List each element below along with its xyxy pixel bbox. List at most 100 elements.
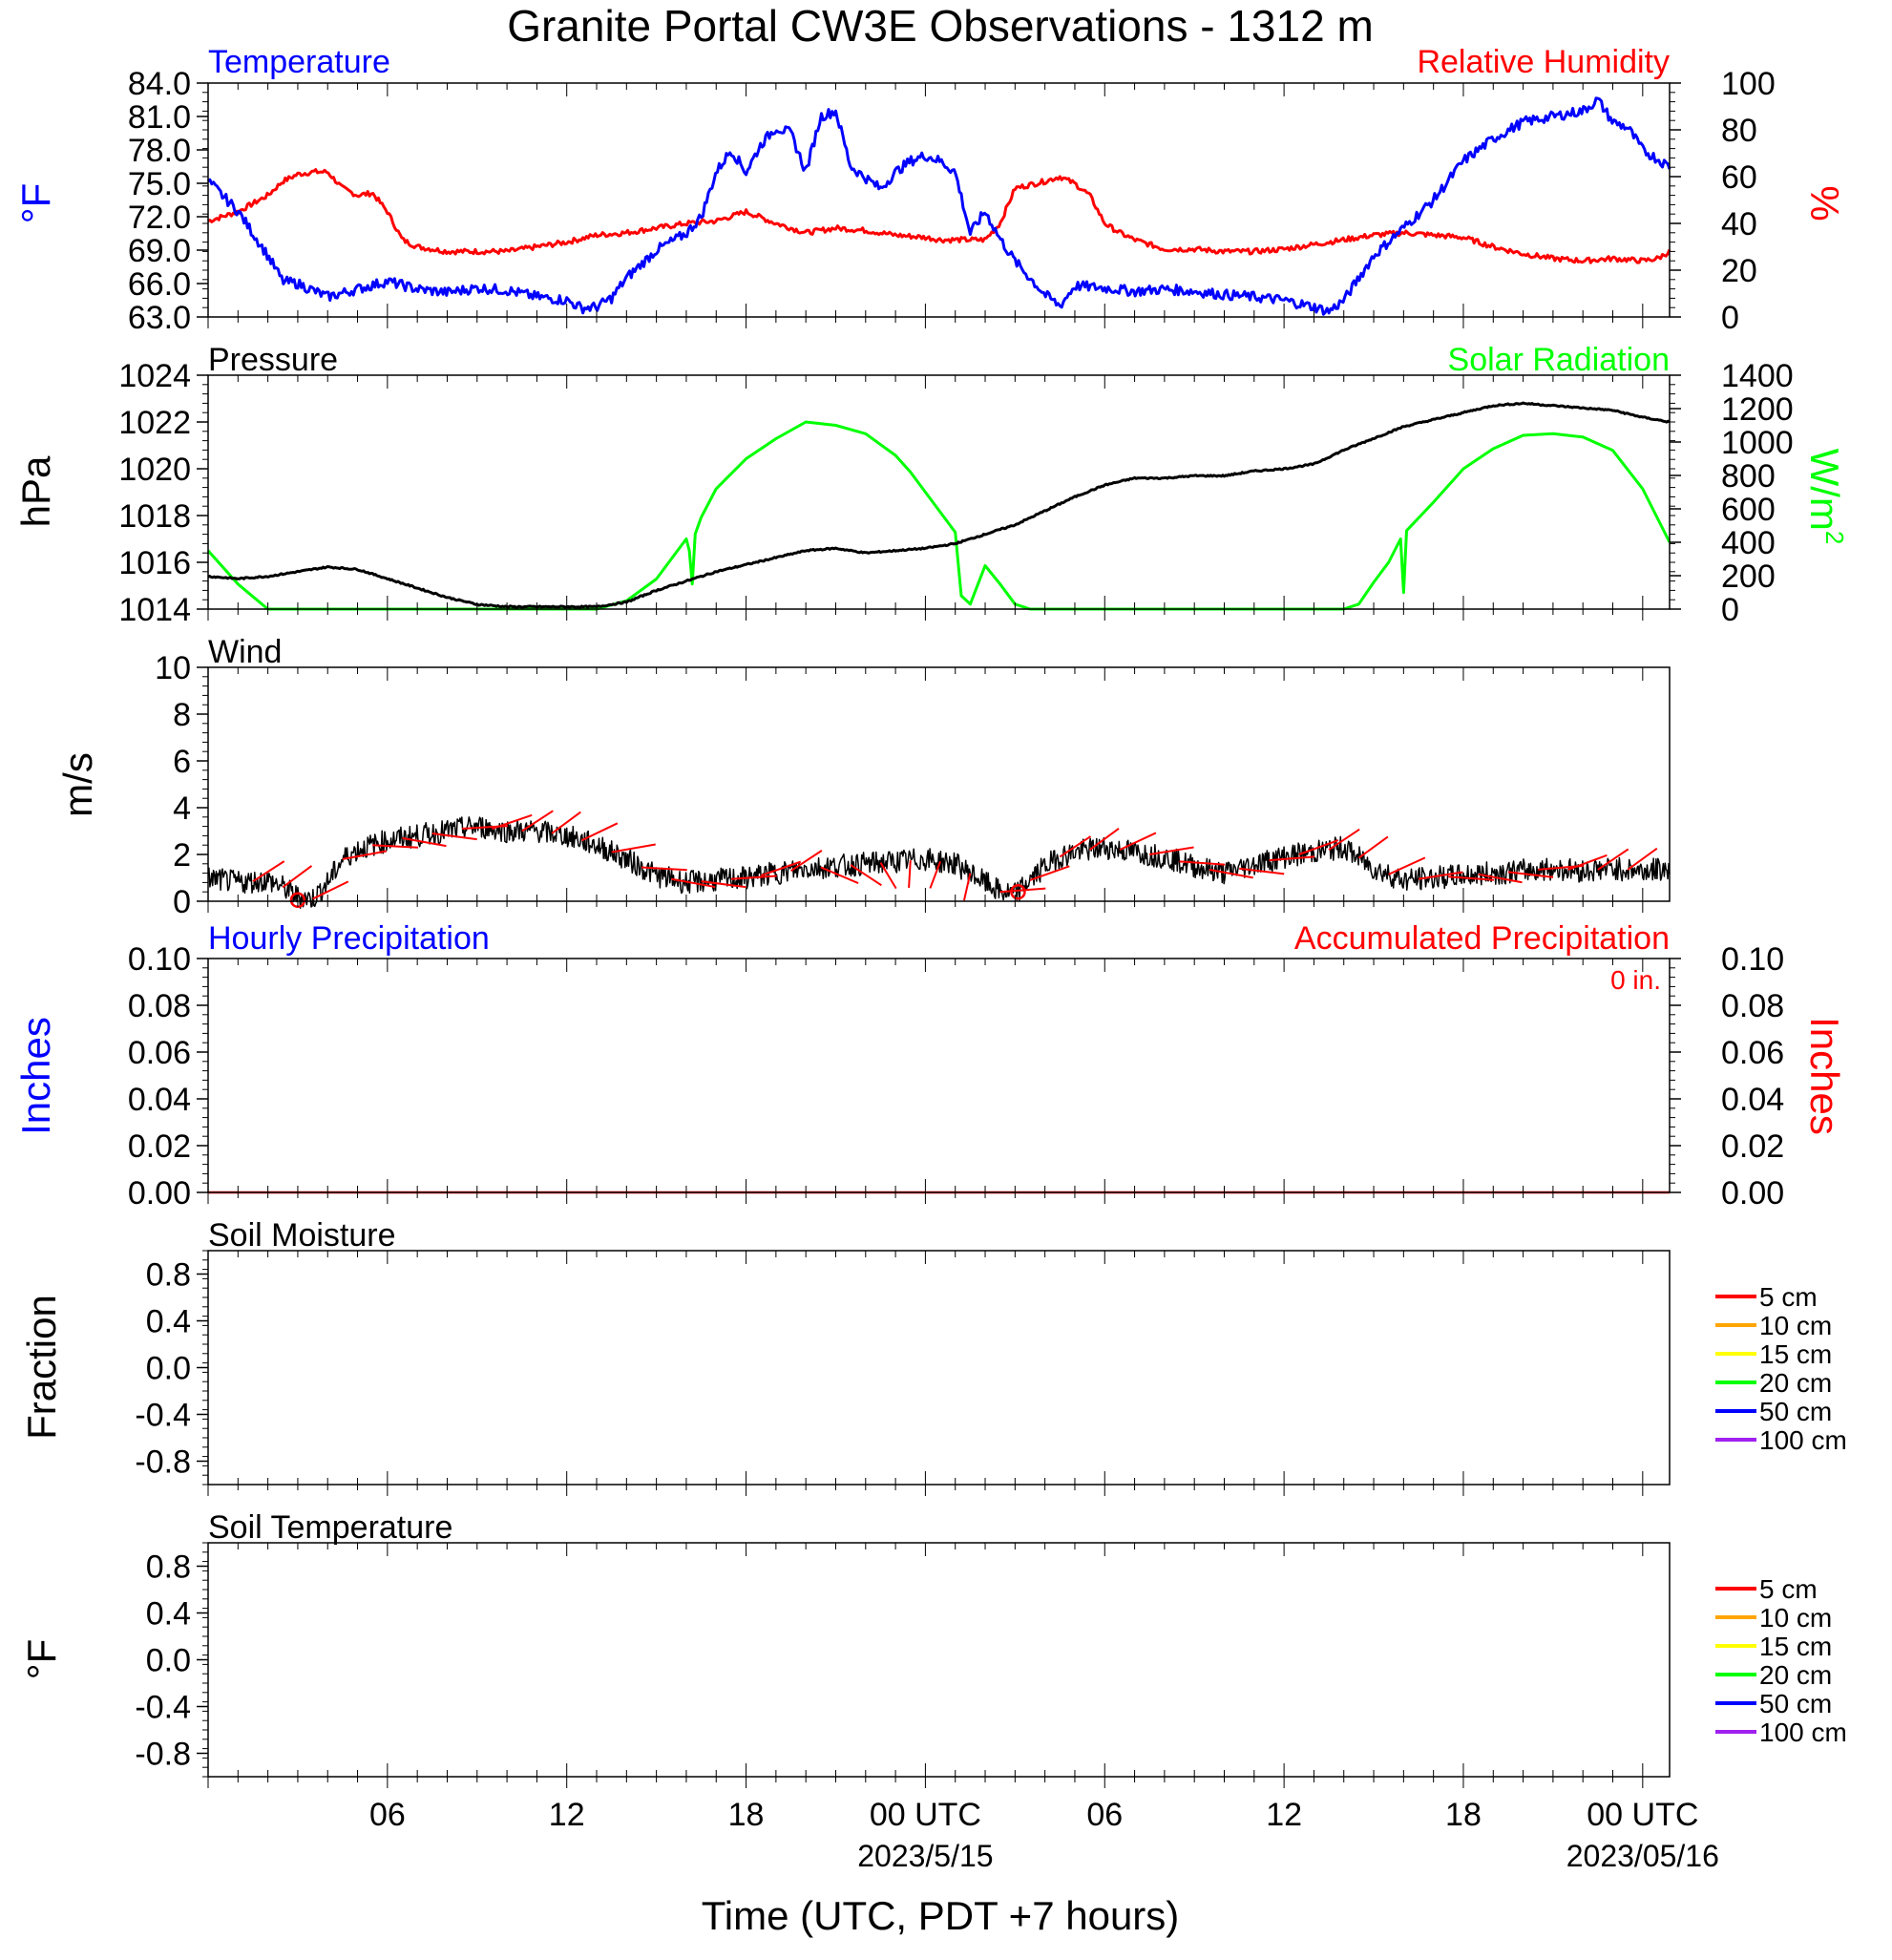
figure-title: Granite Portal CW3E Observations - 1312 … [507, 1, 1374, 51]
x-tick-label: 06 [1086, 1797, 1123, 1833]
x-axis-label: Time (UTC, PDT +7 hours) [702, 1893, 1180, 1938]
accum-precip-tick-label: 0.06 [1721, 1035, 1784, 1071]
wind-barb [1209, 868, 1253, 879]
soil-moisture-tick-label: 0.8 [146, 1257, 191, 1294]
solar-line [206, 420, 1671, 611]
wind-barb [1328, 828, 1360, 851]
soil-temp-tick-label: -0.8 [135, 1737, 191, 1773]
soil-temp-tick-label: 0.0 [146, 1643, 191, 1679]
wind-barb [1029, 865, 1070, 881]
wind-speed-line [207, 816, 1671, 909]
humidity-title: Relative Humidity [1417, 44, 1670, 80]
pressure-tick-label: 1022 [118, 405, 191, 441]
solar-title: Solar Radiation [1448, 342, 1670, 378]
wind-barb [730, 875, 777, 880]
soil-moisture-legend-label: 100 cm [1759, 1425, 1847, 1455]
pressure-panel: Pressure Solar Radiation hPa W/m2 1024 10… [13, 342, 1849, 628]
soil-moisture-tick-label: -0.8 [135, 1444, 191, 1481]
wind-barb [1478, 873, 1523, 884]
hourly-precip-title: Hourly Precipitation [208, 920, 490, 957]
wind-barb [1507, 871, 1554, 878]
x-tick-label: 12 [1266, 1797, 1302, 1833]
soil-moisture-tick-label: -0.4 [135, 1398, 191, 1434]
wind-barb [999, 887, 1046, 894]
solar-tick-label: 1000 [1721, 425, 1794, 461]
soil-moisture-legend-label: 15 cm [1759, 1339, 1832, 1369]
solar-tick-label: 1400 [1721, 358, 1794, 394]
accum-precip-title: Accumulated Precipitation [1294, 920, 1670, 957]
wind-tick-label: 10 [155, 650, 191, 686]
hourly-precip-tick-label: 0.00 [128, 1175, 191, 1212]
temperature-tick-label: 75.0 [128, 166, 191, 202]
wind-barb [342, 850, 387, 860]
temperature-tick-label: 84.0 [128, 66, 191, 102]
soil-moisture-panel: Soil Moisture Fraction 0.8 0.4 0.0 -0.4 -0.8… [19, 1217, 1847, 1486]
precip-frame [207, 958, 1671, 1193]
wind-barb [1119, 832, 1157, 852]
wind-tick-label: 6 [173, 744, 191, 780]
wind-barb [1059, 835, 1092, 858]
temperature-panel: Temperature Relative Humidity °F % 84.08… [13, 44, 1847, 336]
wind-tick-label: 2 [173, 837, 191, 874]
temperature-frame [207, 82, 1671, 318]
x-date-label: 2023/5/15 [857, 1839, 993, 1873]
temperature-title: Temperature [208, 44, 390, 80]
wind-barb [521, 810, 554, 832]
soil-temp-legend-label: 20 cm [1759, 1660, 1832, 1690]
accum-precip-tick-label: 0.02 [1721, 1128, 1784, 1165]
x-tick-label: 00 UTC [870, 1797, 981, 1833]
pressure-frame [207, 374, 1671, 610]
wind-barb [641, 866, 687, 872]
hourly-precip-unit: Inches [13, 1017, 58, 1135]
precip-panel: Hourly Precipitation Accumulated Precipi… [13, 920, 1847, 1212]
soil-temp-unit: °F [19, 1639, 64, 1679]
solar-unit: W/m2 [1802, 449, 1849, 545]
wind-barb [551, 811, 581, 834]
wind-barb [252, 860, 285, 883]
soil-temp-tick-label: 0.8 [146, 1549, 191, 1586]
wind-barb [282, 865, 313, 889]
hourly-precip-tick-label: 0.10 [128, 941, 191, 978]
wind-barb [492, 813, 533, 830]
wind-barb [431, 832, 477, 841]
time-axis: 06 12 18 00 UTC 06 12 18 00 UTC 2023/5/15 2023/05… [207, 83, 1719, 1873]
wind-barb [1269, 855, 1315, 862]
humidity-unit: % [1802, 185, 1847, 221]
temperature-tick-label: 78.0 [128, 133, 191, 169]
wind-barb [962, 873, 972, 901]
wind-title: Wind [208, 634, 282, 670]
soil-temp-frame [207, 1542, 1671, 1778]
temperature-tick-label: 72.0 [128, 200, 191, 236]
wind-barb [611, 843, 656, 854]
wind-barb [402, 836, 447, 848]
soil-moisture-frame [207, 1250, 1671, 1486]
wind-barb [1448, 875, 1495, 881]
pressure-tick-label: 1024 [118, 358, 191, 394]
wind-panel: Wind m/s 10 8 6 4 2 0 [55, 634, 1671, 920]
x-tick-label: 18 [728, 1797, 765, 1833]
humidity-line [207, 168, 1671, 264]
soil-moisture-tick-label: 0.4 [146, 1304, 191, 1340]
humidity-tick-label: 60 [1721, 159, 1757, 196]
wind-barb [580, 822, 619, 842]
pressure-tick-label: 1018 [118, 498, 191, 535]
soil-moisture-legend-label: 50 cm [1759, 1397, 1832, 1426]
soil-temp-legend-label: 15 cm [1759, 1632, 1832, 1661]
accum-precip-unit: Inches [1802, 1017, 1847, 1135]
pressure-tick-label: 1014 [118, 592, 191, 628]
wind-barb [1149, 846, 1194, 855]
wind-barb [820, 866, 859, 884]
x-tick-label: 00 UTC [1587, 1797, 1698, 1833]
wind-barb [1179, 860, 1226, 866]
solar-tick-label: 400 [1721, 525, 1776, 561]
humidity-tick-label: 100 [1721, 66, 1776, 102]
wind-barb [850, 864, 882, 887]
wind-barb [372, 844, 419, 849]
pressure-line [207, 401, 1671, 609]
hourly-precip-tick-label: 0.04 [128, 1082, 191, 1118]
solar-tick-label: 200 [1721, 558, 1776, 595]
temperature-tick-label: 81.0 [128, 99, 191, 136]
wind-barb [1388, 856, 1426, 875]
wind-barb [929, 860, 942, 889]
